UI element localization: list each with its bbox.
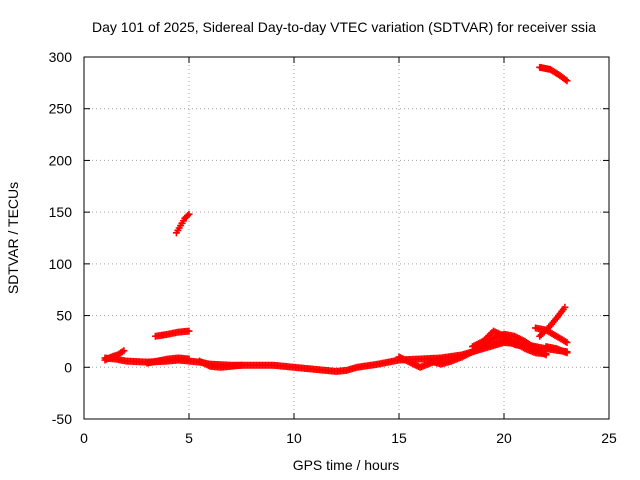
data-point — [562, 76, 570, 84]
x-tick-label: 20 — [496, 430, 512, 446]
x-axis-label: GPS time / hours — [293, 457, 400, 473]
plot-frame — [83, 56, 610, 420]
data-point — [185, 327, 193, 335]
y-tick-label: -50 — [52, 411, 72, 427]
x-tick-label: 5 — [185, 430, 193, 446]
y-tick-label: 100 — [49, 256, 73, 272]
y-tick-label: 0 — [64, 359, 72, 375]
grid-layer — [84, 57, 609, 419]
data-point — [563, 77, 571, 85]
y-tick-label: 150 — [49, 204, 73, 220]
x-tick-label: 15 — [391, 430, 407, 446]
data-point — [542, 350, 550, 358]
data-point — [120, 347, 128, 355]
data-track — [172, 210, 193, 237]
data-point — [185, 355, 193, 363]
data-point — [561, 303, 569, 311]
data-track — [101, 347, 128, 364]
data-point — [562, 338, 569, 346]
y-tick-label: 300 — [49, 49, 73, 65]
data-point — [185, 210, 193, 218]
y-tick-label: 250 — [49, 101, 73, 117]
data-track — [490, 336, 550, 358]
data-layer — [101, 63, 571, 375]
data-track — [196, 357, 245, 371]
x-tick-label: 0 — [80, 430, 88, 446]
data-point — [563, 349, 571, 357]
data-track — [151, 327, 193, 340]
data-point — [563, 338, 571, 346]
chart-title: Day 101 of 2025, Sidereal Day-to-day VTE… — [92, 19, 596, 35]
y-tick-label: 200 — [49, 152, 73, 168]
data-track — [143, 354, 193, 367]
data-track — [542, 343, 571, 357]
x-tick-label: 25 — [601, 430, 617, 446]
data-track — [536, 63, 571, 85]
y-axis-label: SDTVAR / TECUs — [5, 182, 21, 294]
x-tick-label: 10 — [286, 430, 302, 446]
tick-layer: 0 5 10 15 20 25 -50 0 50 100 150 200 250 300 — [49, 49, 617, 446]
data-point — [184, 212, 192, 220]
data-point — [238, 361, 245, 369]
data-track — [536, 303, 569, 340]
y-tick-label: 50 — [56, 308, 72, 324]
